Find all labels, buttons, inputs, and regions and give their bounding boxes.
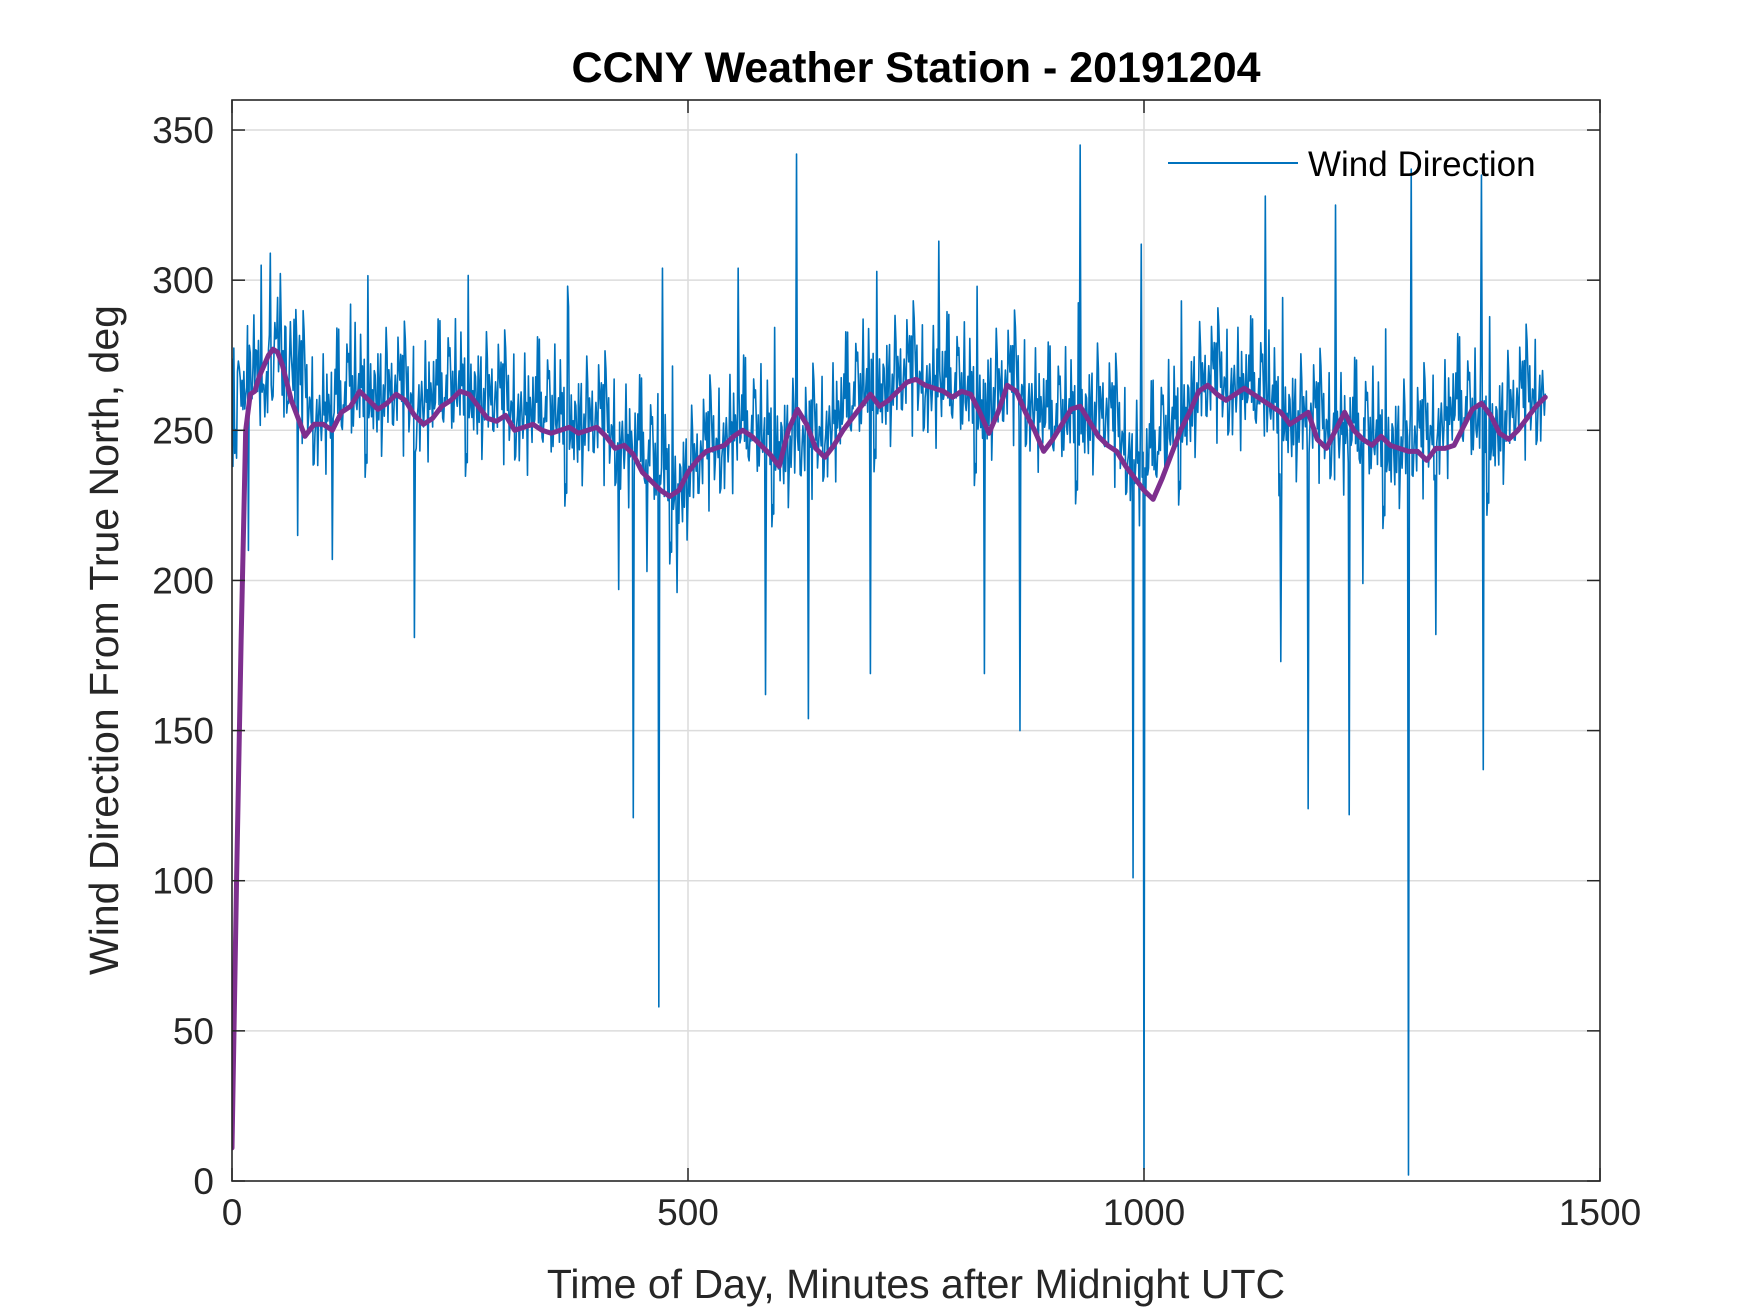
tick-labels: 0 500 1000 1500 0 50 100 150 200 250 300 350 [152,110,1641,1233]
y-tick-label: 250 [152,410,214,451]
y-tick-label: 50 [173,1011,214,1052]
y-tick-label: 100 [152,861,214,902]
legend: Wind Direction [1168,145,1536,184]
series-moving-average-line [232,346,1548,1151]
legend-entry-wind-direction: Wind Direction [1308,145,1536,184]
plot-area [232,144,1548,1176]
series-group [232,144,1548,1176]
x-tick-label: 0 [222,1192,243,1233]
y-tick-label: 150 [152,711,214,752]
y-tick-label: 300 [152,260,214,301]
y-tick-label: 0 [193,1161,214,1202]
x-tick-label: 1000 [1103,1192,1185,1233]
x-tick-label: 500 [657,1192,719,1233]
axes-box [231,99,1601,1182]
y-tick-label: 350 [152,110,214,151]
x-axis-label: Time of Day, Minutes after Midnight UTC [547,1261,1285,1307]
x-tick-label: 1500 [1559,1192,1641,1233]
ticks [231,100,1601,1182]
y-axis-label: Wind Direction From True North, deg [81,305,127,975]
grid [232,100,1600,1181]
y-tick-label: 200 [152,560,214,601]
series-wind-direction-line [232,144,1547,1176]
chart-title: CCNY Weather Station - 20191204 [571,44,1260,92]
